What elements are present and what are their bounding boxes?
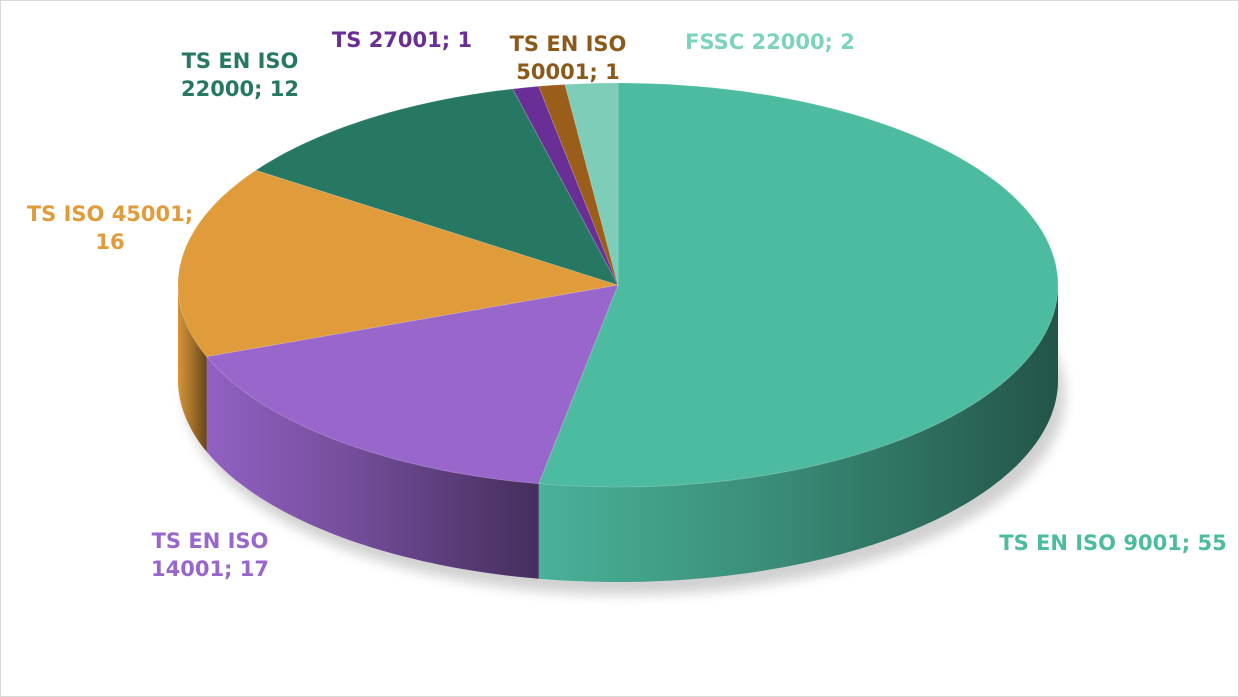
slice: [177, 169, 619, 358]
slice-side-shade: [538, 285, 1058, 582]
data-label: FSSC 22000; 2: [685, 30, 855, 54]
data-label: TS EN ISO 22000; 12: [181, 49, 299, 101]
slice-side-shade: [206, 356, 539, 579]
data-label: TS EN ISO 9001; 55: [999, 531, 1227, 555]
data-label: TS EN ISO 50001; 1: [509, 32, 627, 84]
slice: [205, 284, 619, 485]
slice: [254, 88, 620, 286]
slice: [537, 82, 1059, 488]
data-label: TS 27001; 1: [331, 28, 473, 52]
slice-side-shade: [178, 285, 207, 452]
data-label: TS ISO 45001; 16: [26, 202, 194, 254]
slice: [564, 82, 619, 286]
data-label: TS EN ISO 14001; 17: [151, 529, 269, 581]
